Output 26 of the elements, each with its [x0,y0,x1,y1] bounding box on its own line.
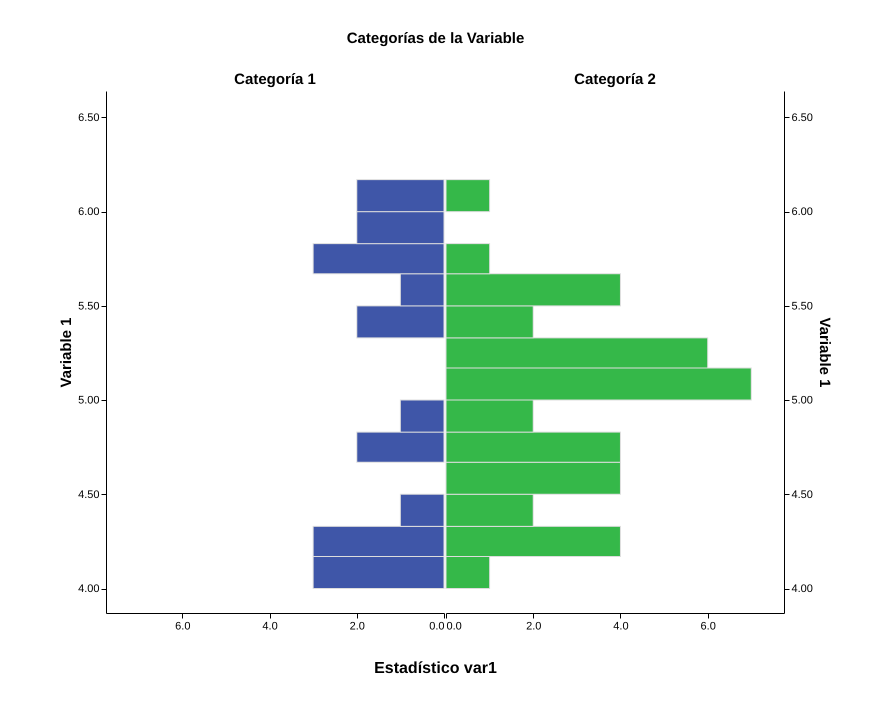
y-tick-label: 6.00 [78,206,100,218]
chart-title: Categorías de la Variable [346,30,526,47]
chart-subtitle: Categoría 2 [574,71,656,88]
y-tick-label: 4.00 [78,583,100,595]
y-tick-label: 4.50 [78,488,100,501]
x-tick-label: 4.0 [262,620,278,632]
x-tick-label: 6.0 [700,620,716,632]
y-tick-label: 6.50 [78,112,100,124]
y-tick-label: 6.00 [792,206,813,218]
x-tick-label: 0.0 [446,620,462,632]
y-tick-label: 4.50 [792,488,813,501]
x-axis-title: Estadístico var1 [373,660,498,678]
y-tick-label: 5.50 [78,300,100,312]
y-tick-label: 5.50 [792,300,813,312]
x-tick-label: 2.0 [350,620,365,632]
x-tick-label: 2.0 [526,620,542,632]
y-tick-label: 6.50 [792,112,813,124]
y-tick-label: 5.00 [792,394,813,407]
x-tick-label: 4.0 [613,620,629,632]
y-tick-label: 4.00 [792,583,813,595]
y-tick-label: 5.00 [78,394,100,407]
x-tick-label: 6.0 [175,620,190,632]
y-axis-title: Variable 1 [816,317,833,388]
y-axis-title: Variable 1 [58,317,76,388]
chart-subtitle: Categoría 1 [234,71,316,88]
x-tick-label: 0.0 [429,620,444,632]
